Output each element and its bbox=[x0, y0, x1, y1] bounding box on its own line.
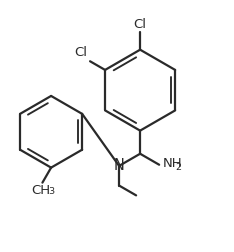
Text: Cl: Cl bbox=[75, 46, 88, 59]
Text: NH: NH bbox=[163, 157, 182, 170]
Text: N: N bbox=[114, 159, 124, 173]
Text: 3: 3 bbox=[48, 187, 54, 196]
Text: Cl: Cl bbox=[134, 18, 147, 31]
Text: 2: 2 bbox=[176, 163, 182, 172]
Text: CH: CH bbox=[32, 184, 51, 197]
